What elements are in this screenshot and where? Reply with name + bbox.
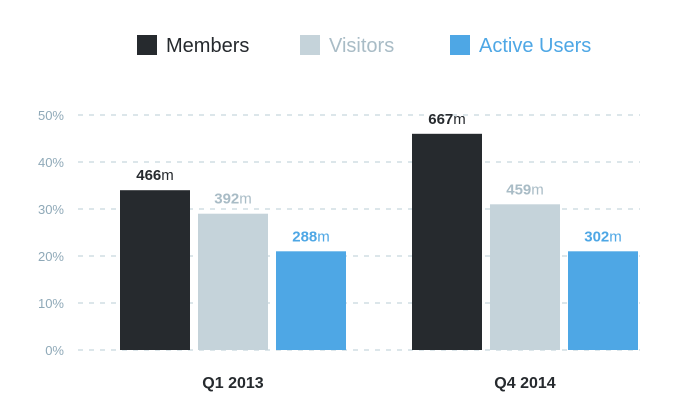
legend-swatch-0 xyxy=(137,35,157,55)
bar-0-0 xyxy=(120,190,190,350)
data-label-value: 459 xyxy=(506,181,531,198)
data-label-value: 667 xyxy=(428,111,453,128)
data-label-1-1: 459m xyxy=(506,181,544,198)
data-label-unit: m xyxy=(609,228,622,245)
legend-swatch-1 xyxy=(300,35,320,55)
y-tick-label-4: 40% xyxy=(38,155,64,170)
x-axis: Q1 2013 Q4 2014 xyxy=(202,375,555,392)
y-tick-label-3: 30% xyxy=(38,202,64,217)
bar-0-1 xyxy=(198,213,268,350)
y-tick-label-2: 20% xyxy=(38,249,64,264)
data-label-0-1: 392m xyxy=(214,191,252,208)
legend-label-2: Active Users xyxy=(479,35,591,57)
legend-label-1: Visitors xyxy=(329,35,394,57)
data-label-1-2: 302m xyxy=(584,228,622,245)
data-label-0-0: 466m xyxy=(136,167,174,184)
x-category-label-0: Q1 2013 xyxy=(202,375,263,392)
x-category-label-1: Q4 2014 xyxy=(494,375,555,392)
data-label-value: 288 xyxy=(292,228,317,245)
data-label-unit: m xyxy=(161,167,174,184)
y-tick-label-5: 50% xyxy=(38,108,64,123)
data-label-unit: m xyxy=(453,111,466,128)
bar-1-1 xyxy=(490,204,560,350)
y-tick-label-0: 0% xyxy=(45,343,64,358)
bar-1-0 xyxy=(412,133,482,350)
data-label-unit: m xyxy=(317,228,330,245)
data-label-value: 392 xyxy=(214,191,239,208)
bar-0-2 xyxy=(276,251,346,350)
data-label-value: 466 xyxy=(136,167,161,184)
data-label-value: 302 xyxy=(584,228,609,245)
legend-label-0: Members xyxy=(166,35,249,57)
data-label-0-2: 288m xyxy=(292,228,330,245)
bar-1-2 xyxy=(568,251,638,350)
legend: Members Visitors Active Users xyxy=(137,35,591,57)
data-label-unit: m xyxy=(531,181,544,198)
data-label-1-0: 667m xyxy=(428,111,466,128)
y-tick-label-1: 10% xyxy=(38,296,64,311)
legend-swatch-2 xyxy=(450,35,470,55)
data-label-unit: m xyxy=(239,191,252,208)
y-axis: 0% 10% 20% 30% 40% 50% xyxy=(38,108,64,358)
